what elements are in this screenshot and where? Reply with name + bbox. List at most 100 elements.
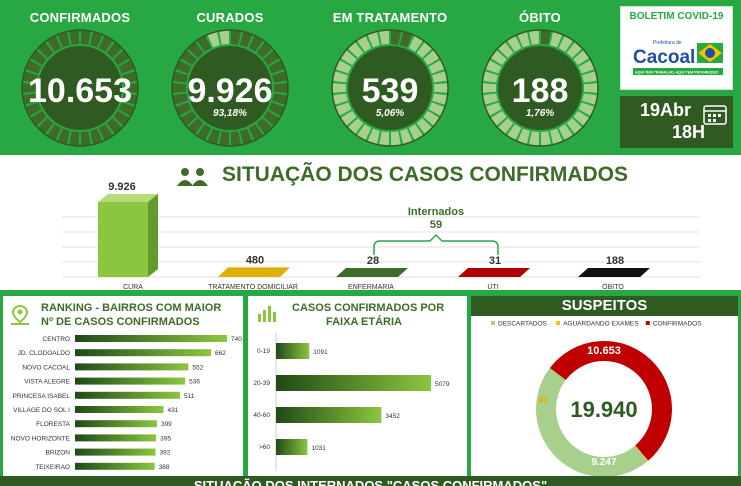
donut-descartados-value: 9.247 [591,457,616,468]
ranking-bar [75,420,157,428]
kpi-ring-segment [379,30,390,45]
bar [458,268,530,277]
kpi-ring-segment [433,83,448,93]
donut-total: 19.940 [570,397,637,422]
kpi-ring-segment [558,124,574,141]
date-hour: 18H [672,122,706,142]
suspeitos-panel: SUSPEITOS DESCARTADOS AGUARDANDO EXAMES CO… [471,296,738,476]
kpi-ring-segment [578,102,595,116]
kpi-ring-segment [272,93,288,105]
ranking-bar [75,406,164,413]
kpi-ring-segment [482,83,497,93]
internados-bracket [373,233,499,255]
calendar-icon [703,105,727,125]
bar-label: ÓBITO [602,282,624,291]
kpi-ring-segment [356,35,372,52]
internados-label: Internados [408,206,464,218]
kpi-ring-segment [80,30,91,45]
kpi-ring-segment [566,41,583,58]
kpi-ring-segment [332,71,348,83]
donut-slice [536,367,648,476]
kpi-ring-segment [240,128,253,145]
kpi-ring-segment [122,71,138,83]
ranking-value: 431 [168,407,179,414]
faixa-value: 5079 [435,381,450,388]
kpi-ring-segment [268,60,285,74]
legend-marker [645,321,650,325]
faixa-label: 0-19 [257,348,270,355]
ranking-label: BRIZON [45,450,70,457]
kpi-ring-segment [172,83,187,93]
kpi-ring-segment [187,118,204,135]
bar-label: CURA [123,284,143,291]
bar-value: 188 [606,255,624,267]
svg-text:AQUI TEM TRABALHO, AQUI TEM PR: AQUI TEM TRABALHO, AQUI TEM PROGRESSO! [635,71,719,75]
kpi-ring-segment [180,110,197,126]
boletim-title: BOLETIM COVID-19 [629,11,724,22]
ranking-label: VISTA ALEGRE [24,379,70,386]
kpi-ring-segment [172,71,188,83]
kpi-ring-segment [272,71,288,83]
kpi-ring-segment [408,35,424,52]
legend-label: CONFIRMADOS [653,321,702,328]
kpi-ring-segment [263,110,280,126]
faixa-bar [276,439,308,455]
kpi-ring-segment [98,124,114,141]
ranking-label: NOVO HORIZONTE [11,435,71,442]
ranking-value: 392 [160,450,171,457]
kpi-ring-segment [25,60,42,74]
kpi-value: 9.926 [187,72,273,110]
kpi-ring-segment [113,110,130,126]
kpi-ring-segment [416,118,433,135]
ranking-panel: RANKING - BAIRROS COM MAIOR Nº DE CASOS … [3,296,243,476]
date-day: 19Abr [640,100,692,120]
kpi-ring-segment [187,41,204,58]
donut-aguardando-value: 40 [538,395,548,405]
kpi-ring-segment [432,71,448,83]
ranking-value: 740 [231,336,242,343]
kpi-ring-segment [506,35,522,52]
kpi-ring-segment [90,31,103,48]
faixa-bar [276,343,310,359]
kpi-ring-segment [558,35,574,52]
faixa-title-line2: FAIXA ETÁRIA [326,316,402,328]
donut-confirmados-value: 10.653 [587,345,621,357]
kpi-ring-segment [268,102,285,116]
kpi-ring-segment [583,83,598,93]
kpi-ring-segment [506,124,522,141]
ranking-label: JD. CLODOALDO [18,350,70,357]
date-box: 19Abr 18H [620,96,733,148]
kpi-ring-segment [175,60,192,74]
kpi-value: 539 [361,72,419,110]
footer-title: SITUAÇÃO DOS INTERNADOS "CASOS CONFIRMAD… [0,476,741,486]
bar [218,267,290,277]
bar [336,268,408,277]
faixa-title-line1: CASOS CONFIRMADOS POR [292,302,445,314]
kpi-ring-segment [30,50,47,66]
kpi-ring-segment [400,128,413,145]
ranking-title-line1: RANKING - BAIRROS COM MAIOR [41,302,222,314]
bar-value: 9.926 [108,181,136,193]
kpi-ring-segment [423,110,440,126]
kpi-ring-segment [172,93,188,105]
kpi-ring-segment [550,128,563,145]
kpi-ring-segment [573,110,590,126]
cacoal-logo: Prefeitura de Cacoal AQUI TEM TRABALHO, … [633,40,723,75]
bar-chart-icon [258,306,276,322]
kpi-ring-segment [335,102,352,116]
kpi-ring-segment [332,83,347,93]
ranking-value: 552 [192,364,203,371]
kpi-ring-segment [22,93,38,105]
ranking-label: PRINCESA ISABEL [13,393,71,400]
kpi-ring-segment [517,128,530,145]
kpi-ring [21,29,139,147]
kpi-ring [171,29,289,147]
legend-marker [491,321,495,325]
faixa-label: >60 [259,444,270,451]
ranking-value: 511 [184,393,195,400]
kpi-ring-segment [340,50,357,66]
ranking-value: 662 [215,350,226,357]
kpi-ring-segment [118,102,135,116]
kpi-ring-segment [550,31,563,48]
kpi-value: 188 [511,72,569,110]
